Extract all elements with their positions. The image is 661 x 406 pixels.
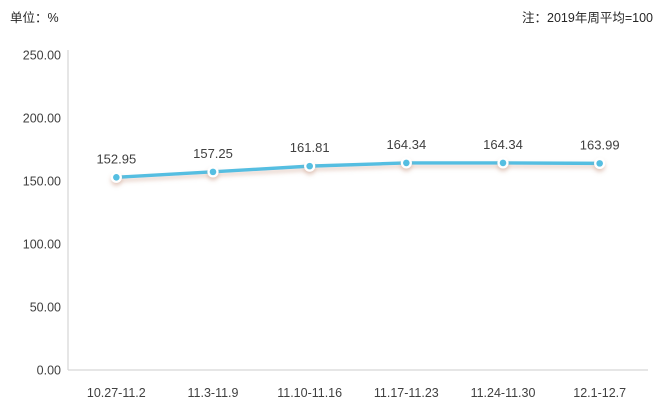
x-axis-tick-label: 11.24-11.30 xyxy=(471,386,536,400)
data-point-marker-dot xyxy=(596,160,603,167)
y-axis-tick-label: 150.00 xyxy=(23,175,61,189)
data-label: 163.99 xyxy=(580,137,620,152)
y-axis-tick-label: 100.00 xyxy=(23,238,61,252)
note-label: 注：2019年周平均=100 xyxy=(522,11,653,25)
x-axis-tick-label: 10.27-11.2 xyxy=(87,386,146,400)
data-line xyxy=(114,161,602,179)
y-axis-tick-label: 0.00 xyxy=(37,364,61,378)
x-axis-tick-label: 12.1-12.7 xyxy=(573,386,626,400)
data-label: 161.81 xyxy=(290,140,330,155)
data-point-marker-dot xyxy=(403,159,410,167)
x-axis-tick-label: 11.17-11.23 xyxy=(374,386,439,400)
x-axis-tick-label: 11.10-11.16 xyxy=(277,386,342,400)
y-axis-tick-label: 200.00 xyxy=(23,112,61,126)
data-label: 164.34 xyxy=(483,137,523,152)
x-axis-tick-label: 11.3-11.9 xyxy=(188,386,239,400)
plot-area: 0.00 50.00 100.00 150.00 200.00 250.00 10.27-1… xyxy=(23,49,648,400)
y-axis-tick-label: 50.00 xyxy=(30,301,61,315)
y-axis-tick-label: 250.00 xyxy=(23,49,61,63)
unit-label: 单位：% xyxy=(10,11,59,25)
data-point-marker-dot xyxy=(499,159,507,167)
data-point-marker-dot xyxy=(306,162,313,170)
data-label: 157.25 xyxy=(193,146,233,161)
data-point-marker-dot xyxy=(113,173,120,181)
data-label: 152.95 xyxy=(96,151,136,166)
data-label: 164.34 xyxy=(386,137,426,152)
data-point-marker-dot xyxy=(209,168,217,176)
